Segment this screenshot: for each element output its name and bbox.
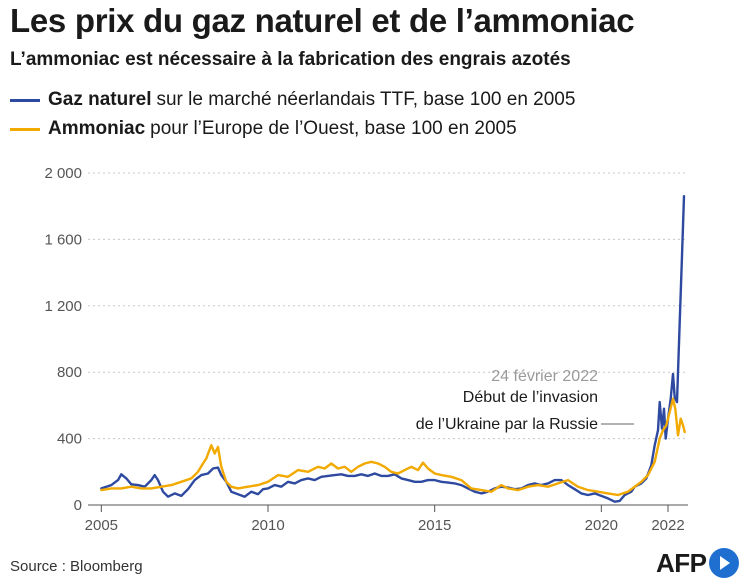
legend-swatch-ammonia (10, 127, 40, 131)
axis-layer: 0 400 800 1 200 1 600 2 000 2005 2010 2015 2020 20… (44, 165, 688, 534)
legend-item-ammonia: Ammoniac pour l’Europe de l’Ouest, base … (10, 117, 517, 141)
y-tick-label: 0 (74, 497, 82, 514)
y-tick-label: 1 600 (44, 231, 82, 248)
ammonia-series-line (100, 397, 686, 497)
gas-series-line (100, 195, 686, 503)
x-tick-label: 2022 (651, 517, 684, 534)
series-layer (100, 195, 686, 503)
legend-name-gas: Gaz naturel (48, 89, 152, 110)
chart-subtitle: L’ammoniac est nécessaire à la fabricati… (10, 49, 571, 70)
x-tick-label: 2010 (251, 517, 284, 534)
y-tick-label: 400 (57, 431, 82, 448)
legend-item-gas: Gaz naturel sur le marché néerlandais TT… (10, 88, 575, 112)
x-tick-label: 2005 (85, 517, 118, 534)
legend-swatch-gas (10, 98, 40, 102)
annotation-line-1: Début de l’invasion (463, 389, 598, 406)
chart-title: Les prix du gaz naturel et de l’ammoniac (10, 2, 635, 39)
annotation-line-2: de l’Ukraine par la Russie (416, 416, 598, 433)
x-tick-label: 2020 (585, 517, 618, 534)
y-tick-label: 2 000 (44, 165, 82, 182)
annotation-layer: 24 février 2022 Début de l’invasion de l… (416, 368, 634, 433)
source-note: Source : Bloomberg (10, 558, 143, 575)
afp-logo: AFP (656, 547, 739, 579)
x-tick-label: 2015 (418, 517, 451, 534)
legend-desc-ammonia: pour l’Europe de l’Ouest, base 100 en 20… (150, 118, 517, 139)
legend-desc-gas: sur le marché néerlandais TTF, base 100 … (156, 89, 576, 110)
y-tick-label: 800 (57, 364, 82, 381)
grid-layer (88, 172, 688, 440)
legend-name-ammonia: Ammoniac (48, 118, 146, 139)
afp-logo-dot-icon (708, 548, 739, 578)
y-tick-label: 1 200 (44, 298, 82, 315)
annotation-date: 24 février 2022 (491, 368, 598, 385)
afp-logo-text: AFP (656, 547, 707, 578)
